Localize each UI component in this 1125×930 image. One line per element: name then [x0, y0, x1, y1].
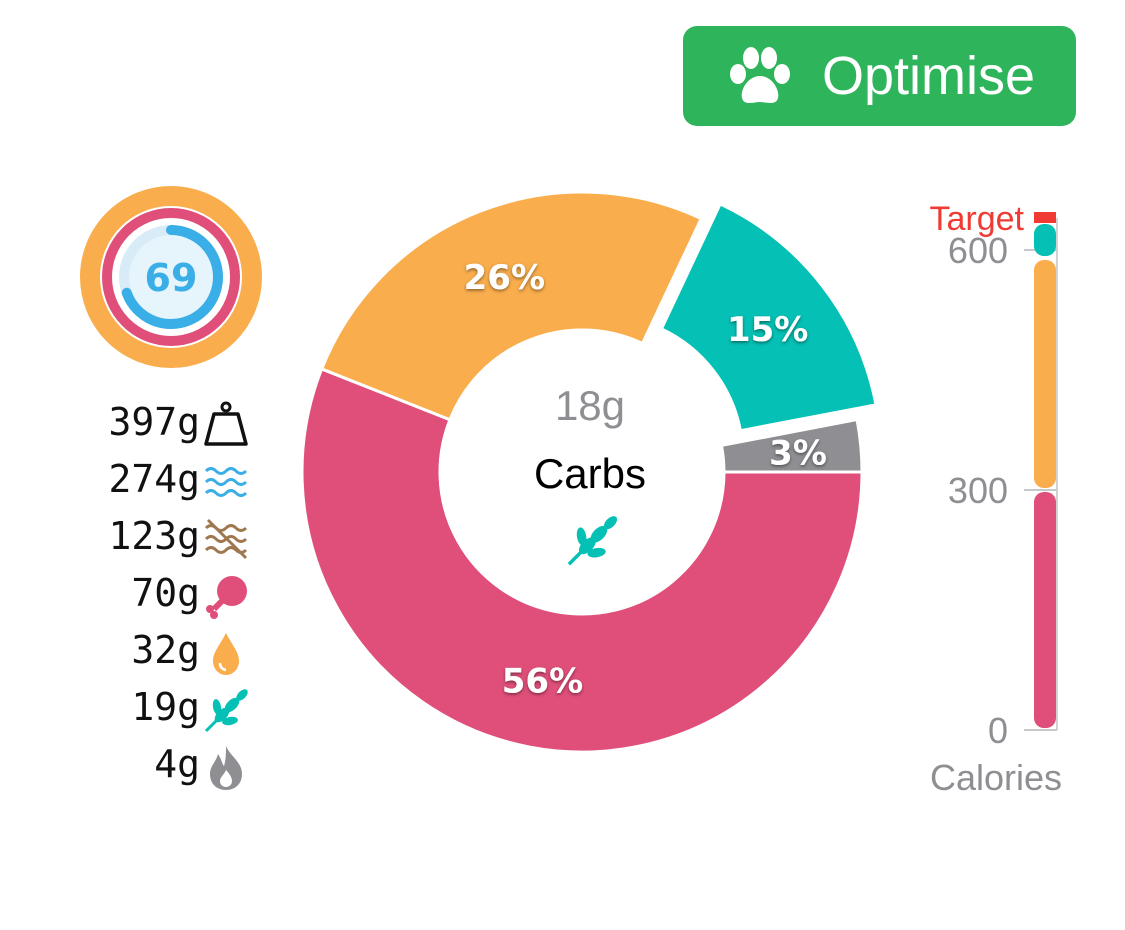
optimise-button[interactable]: Optimise	[683, 26, 1076, 126]
target-label: Target	[930, 200, 1025, 238]
donut-slice[interactable]	[319, 190, 704, 422]
drop-icon	[213, 633, 239, 675]
y-tick-label: 0	[988, 710, 1008, 751]
donut-slice-label: 56%	[502, 661, 583, 701]
drumstick-icon	[206, 576, 247, 619]
center-value: 18g	[554, 382, 626, 429]
donut-slice-label: 26%	[464, 258, 545, 298]
donut-slice-label: 15%	[727, 310, 808, 350]
score-ring[interactable]: 69	[80, 186, 262, 368]
nutrient-row-fiber[interactable]: 123g	[40, 512, 270, 569]
optimise-label: Optimise	[821, 46, 1036, 106]
nutrient-row-weight[interactable]: 397g	[40, 398, 270, 455]
donut-slice[interactable]	[719, 417, 864, 474]
y-axis-title: Calories	[930, 757, 1062, 798]
nutrient-value: 19g	[131, 685, 200, 729]
macro-donut-chart[interactable]: 56% 26% 15% 3%	[290, 170, 910, 790]
nutrient-row-protein[interactable]: 70g	[40, 569, 270, 626]
target-marker	[1034, 212, 1056, 223]
y-tick-label: 600	[948, 230, 1008, 271]
weight-icon	[204, 401, 248, 446]
paw-icon	[729, 47, 790, 103]
nutrient-value: 70g	[131, 571, 200, 615]
water-waves-icon	[204, 467, 248, 497]
nutrient-value: 32g	[131, 628, 200, 672]
fiber-icon	[204, 518, 248, 560]
center-label: Carbs	[533, 450, 647, 497]
donut-slice-label: 3%	[769, 434, 827, 474]
calorie-bar-segment[interactable]	[1034, 492, 1056, 728]
calorie-bar-segment[interactable]	[1034, 224, 1056, 256]
nutrient-value: 4g	[154, 742, 200, 786]
nutrient-row-carbs[interactable]: 19g	[40, 683, 270, 740]
nutrient-value: 274g	[108, 457, 200, 501]
flame-icon	[210, 746, 242, 790]
calorie-bar-segment[interactable]	[1034, 260, 1056, 488]
nutrient-row-water[interactable]: 274g	[40, 455, 270, 512]
donut-slice[interactable]	[300, 366, 864, 754]
nutrient-value: 123g	[108, 514, 200, 558]
nutrient-row-calories[interactable]: 4g	[40, 740, 270, 797]
nutrient-list: 397g 274g 123g 70g 32g	[40, 398, 270, 797]
y-tick-label: 300	[948, 470, 1008, 511]
wheat-icon	[567, 516, 618, 566]
nutrient-value: 397g	[108, 400, 200, 444]
nutrient-row-fat[interactable]: 32g	[40, 626, 270, 683]
wheat-icon	[204, 689, 248, 733]
donut-slice[interactable]	[659, 201, 878, 433]
score-value: 69	[145, 256, 198, 300]
